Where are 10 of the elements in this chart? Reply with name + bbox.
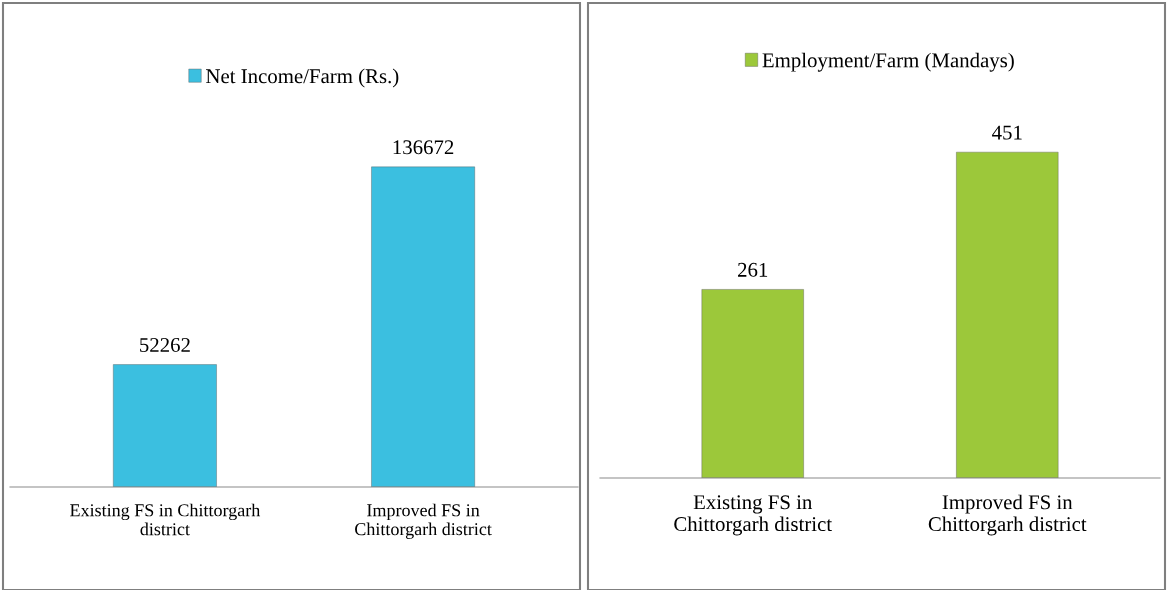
x-tick-label: Improved FS in Chittorgarh district [928, 494, 1087, 536]
x-tick-label: Existing FS in Chittorgarh district [674, 495, 832, 536]
legend-label: Employment/Farm (Mandays) [762, 52, 1014, 72]
data-label: 136672 [393, 140, 454, 155]
x-tick-label: Improved FS in Chittorgarh district [355, 503, 492, 539]
x-tick-label: Existing FS in Chittorgarh district [70, 503, 261, 536]
data-label: 451 [992, 125, 1022, 140]
data-label: 52262 [140, 338, 190, 353]
legend-label: Net Income/Farm (Rs.) [206, 68, 399, 88]
data-label: 261 [738, 262, 768, 277]
